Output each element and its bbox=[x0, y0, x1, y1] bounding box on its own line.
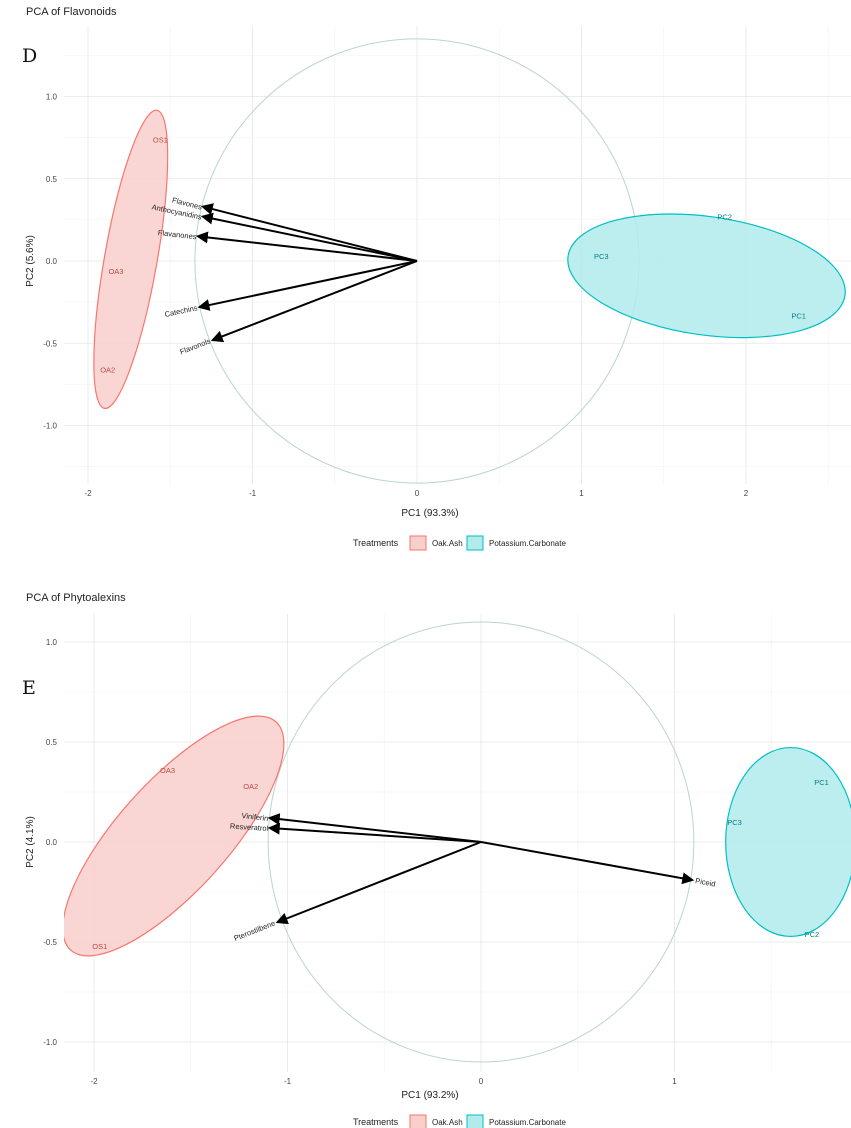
legend-title: Treatments bbox=[353, 1117, 399, 1127]
loading-label: Piceid bbox=[695, 876, 717, 888]
x-tick-label: 0 bbox=[479, 1077, 484, 1086]
legend-title: Treatments bbox=[353, 538, 399, 548]
y-tick-label: -1.0 bbox=[43, 1038, 57, 1047]
y-tick-label: 0.5 bbox=[46, 738, 58, 747]
y-axis-label: PC2 (5.6%) bbox=[25, 235, 36, 287]
point-label: OA2 bbox=[243, 782, 258, 791]
y-tick-label: 0.5 bbox=[46, 175, 58, 184]
legend: Treatments Oak.Ash Potassium.Carbonate bbox=[353, 535, 566, 551]
legend-label-oak-ash: Oak.Ash bbox=[432, 539, 463, 548]
legend-label-potassium-carbonate: Potassium.Carbonate bbox=[489, 539, 566, 548]
x-axis-label: PC1 (93.2%) bbox=[401, 1090, 458, 1101]
legend-swatch-potassium-carbonate bbox=[466, 1114, 484, 1128]
loading-label: Viniferin bbox=[241, 811, 269, 823]
correlation-circle bbox=[267, 621, 695, 1063]
loading-label: Resveratrol bbox=[230, 821, 269, 833]
loading-arrow bbox=[275, 841, 482, 925]
confidence-ellipse-potassium-carbonate bbox=[725, 746, 851, 938]
y-tick-label: 0.0 bbox=[46, 257, 58, 266]
loading-arrow bbox=[197, 260, 418, 311]
loading-arrow bbox=[200, 203, 418, 262]
x-tick-label: 2 bbox=[744, 489, 749, 498]
x-tick-label: -2 bbox=[84, 489, 92, 498]
y-tick-label: -0.5 bbox=[43, 938, 57, 947]
point-label: OS1 bbox=[153, 135, 168, 144]
y-tick-label: -0.5 bbox=[43, 339, 57, 348]
x-tick-label: -1 bbox=[249, 489, 257, 498]
loading-arrow bbox=[480, 841, 695, 885]
point-label: OS1 bbox=[92, 942, 107, 951]
confidence-ellipse-potassium-carbonate bbox=[567, 213, 846, 339]
y-tick-label: 1.0 bbox=[46, 638, 58, 647]
panel-letter: D bbox=[22, 45, 37, 67]
point-label: OA3 bbox=[160, 766, 175, 775]
x-tick-label: 1 bbox=[672, 1077, 677, 1086]
loading-arrow bbox=[267, 813, 482, 843]
loading-arrow bbox=[200, 212, 418, 262]
pca-chart-flavonoids: PCA of Flavonoids D OS1 OA3 OA2 PC2 PC3 PC1 Flav… bbox=[22, 6, 851, 551]
loading-arrow bbox=[267, 822, 482, 843]
point-label: PC2 bbox=[805, 930, 820, 939]
y-axis-label: PC2 (4.1%) bbox=[25, 816, 36, 868]
legend-label-potassium-carbonate: Potassium.Carbonate bbox=[489, 1118, 566, 1127]
point-label: OA3 bbox=[108, 267, 123, 276]
legend-swatch-potassium-carbonate bbox=[466, 535, 484, 551]
loading-label: Catechins bbox=[164, 303, 199, 319]
confidence-ellipse-oak-ash bbox=[64, 715, 285, 957]
loading-label: Flavonols bbox=[179, 336, 212, 356]
x-tick-label: -2 bbox=[90, 1077, 98, 1086]
confidence-ellipse-oak-ash bbox=[93, 109, 169, 410]
y-tick-label: 1.0 bbox=[46, 93, 58, 102]
y-tick-label: -1.0 bbox=[43, 422, 57, 431]
loading-label: Pterostilbene bbox=[233, 918, 277, 942]
point-label: OA2 bbox=[100, 366, 115, 375]
point-label: PC3 bbox=[727, 818, 742, 827]
panel-letter: E bbox=[22, 677, 36, 699]
legend: Treatments Oak.Ash Potassium.Carbonate bbox=[353, 1114, 566, 1128]
legend-label-oak-ash: Oak.Ash bbox=[432, 1118, 463, 1127]
loading-label: Flavanones bbox=[157, 228, 197, 241]
loading-arrow bbox=[210, 260, 418, 343]
plot-area: OS1OA3OA2PC2PC3PC1FlavonesAnthocyanidins… bbox=[64, 26, 851, 484]
chart-title: PCA of Flavonoids bbox=[26, 6, 117, 18]
point-label: PC3 bbox=[594, 252, 609, 261]
x-tick-label: -1 bbox=[284, 1077, 292, 1086]
chart-title: PCA of Phytoalexins bbox=[26, 592, 126, 604]
x-tick-label: 1 bbox=[579, 489, 584, 498]
point-label: PC2 bbox=[717, 213, 732, 222]
point-label: PC1 bbox=[791, 311, 806, 320]
point-label: PC1 bbox=[814, 778, 829, 787]
y-tick-label: 0.0 bbox=[46, 838, 58, 847]
legend-swatch-oak-ash bbox=[409, 535, 427, 551]
loading-arrow bbox=[195, 231, 418, 262]
legend-swatch-oak-ash bbox=[409, 1114, 427, 1128]
x-axis-label: PC1 (93.3%) bbox=[401, 508, 458, 519]
x-tick-label: 0 bbox=[415, 489, 420, 498]
pca-chart-phytoalexins: PCA of Phytoalexins E OA3 OA2 OS1 PC1 PC3 PC2 Vi… bbox=[22, 592, 851, 1128]
